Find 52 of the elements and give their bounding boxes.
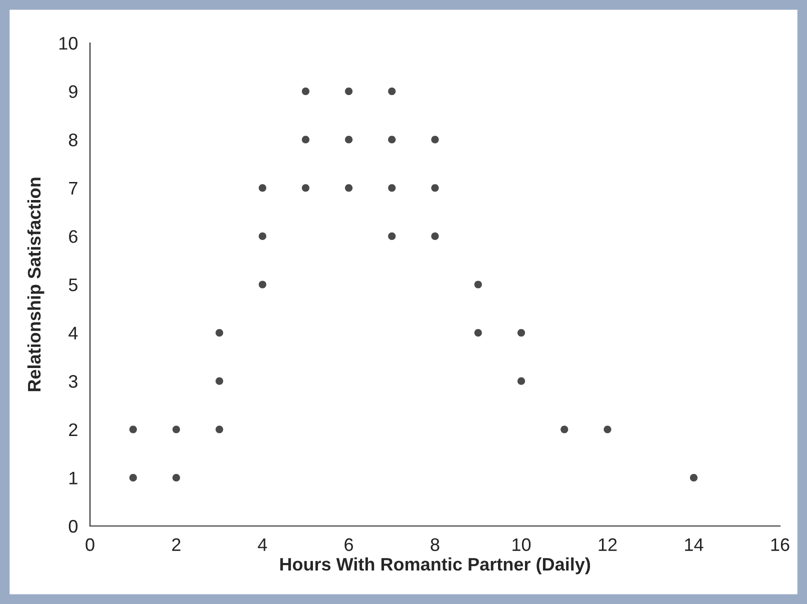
point [474, 328, 482, 337]
point [258, 184, 266, 192]
y-tick-label: 7 [69, 182, 78, 194]
point [302, 136, 310, 144]
point [129, 426, 137, 434]
point [388, 232, 396, 240]
point [388, 136, 396, 144]
y-tick-label: 10 [59, 36, 78, 50]
x-tick-label: 12 [598, 538, 617, 551]
point [560, 426, 568, 434]
y-tick-label: 1 [70, 472, 78, 484]
x-tick-label: 2 [172, 538, 180, 551]
point [474, 280, 482, 288]
point [129, 474, 137, 482]
y-tick-label: 5 [68, 278, 78, 292]
point [344, 136, 353, 144]
point [258, 232, 266, 240]
x-tick-label: 16 [771, 538, 790, 552]
y-tick-label: 0 [68, 520, 78, 533]
y-tick-label: 6 [69, 230, 78, 243]
point [517, 377, 526, 385]
point [216, 377, 224, 385]
y-tick-label: 4 [68, 326, 78, 340]
point [172, 426, 180, 434]
x-axis-title: Hours With Romantic Partner (Daily) [280, 557, 590, 574]
x-tick-label: 4 [258, 538, 267, 551]
y-tick-label: 9 [69, 85, 78, 98]
point [216, 426, 224, 434]
x-tick-label: 10 [512, 538, 531, 552]
point [344, 87, 353, 96]
x-tick-label: 0 [86, 538, 94, 552]
point [344, 184, 353, 192]
x-tick-label: 14 [685, 538, 704, 551]
point [388, 87, 396, 96]
point [172, 474, 180, 482]
point [431, 232, 439, 240]
x-tick-label: 8 [430, 538, 440, 552]
point [258, 280, 266, 288]
point [302, 184, 310, 192]
point [431, 184, 439, 192]
y-tick-label: 8 [68, 134, 78, 146]
point [302, 87, 310, 96]
point [431, 136, 439, 144]
y-tick-label: 2 [69, 423, 78, 436]
point [388, 184, 396, 192]
y-axis-title: Relationship Satisfaction [27, 178, 44, 392]
point [216, 328, 224, 337]
y-tick-label: 3 [68, 375, 78, 388]
x-tick-label: 6 [344, 538, 353, 552]
point [604, 426, 612, 434]
point [517, 328, 526, 337]
point [690, 474, 698, 482]
